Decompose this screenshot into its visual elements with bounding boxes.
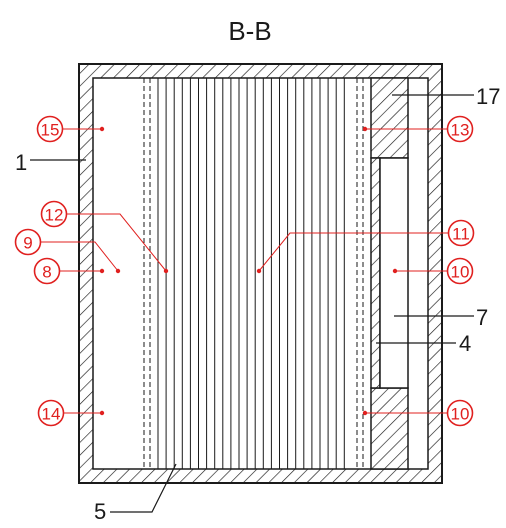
callout-8: 8 [33,257,61,285]
leader-lines [30,94,474,513]
callout-15: 15 [36,115,64,143]
label-7: 7 [476,305,488,330]
svg-text:10: 10 [451,263,470,282]
callout-10-upper: 10 [446,257,474,285]
label-5: 5 [94,499,106,524]
callout-11: 11 [447,219,475,247]
svg-text:12: 12 [45,206,64,225]
callout-14: 14 [37,399,65,427]
svg-text:11: 11 [452,225,470,244]
svg-text:8: 8 [42,263,51,282]
leader-9 [41,241,119,272]
core-plates [143,78,364,469]
callout-12: 12 [40,200,68,228]
callout-9: 9 [14,228,42,256]
right-blocks [370,77,409,470]
svg-text:15: 15 [41,121,60,140]
callout-13: 13 [446,115,474,143]
callout-10-lower: 10 [446,399,474,427]
section-title: B-B [228,16,271,46]
label-17: 17 [476,84,500,109]
leader-11 [258,232,448,272]
svg-text:13: 13 [451,121,470,140]
label-1: 1 [15,150,27,175]
svg-text:10: 10 [451,405,470,424]
label-4: 4 [459,331,471,356]
leader-5 [110,463,177,513]
svg-text:9: 9 [23,234,32,253]
leader-12 [67,213,167,272]
svg-text:14: 14 [42,405,61,424]
